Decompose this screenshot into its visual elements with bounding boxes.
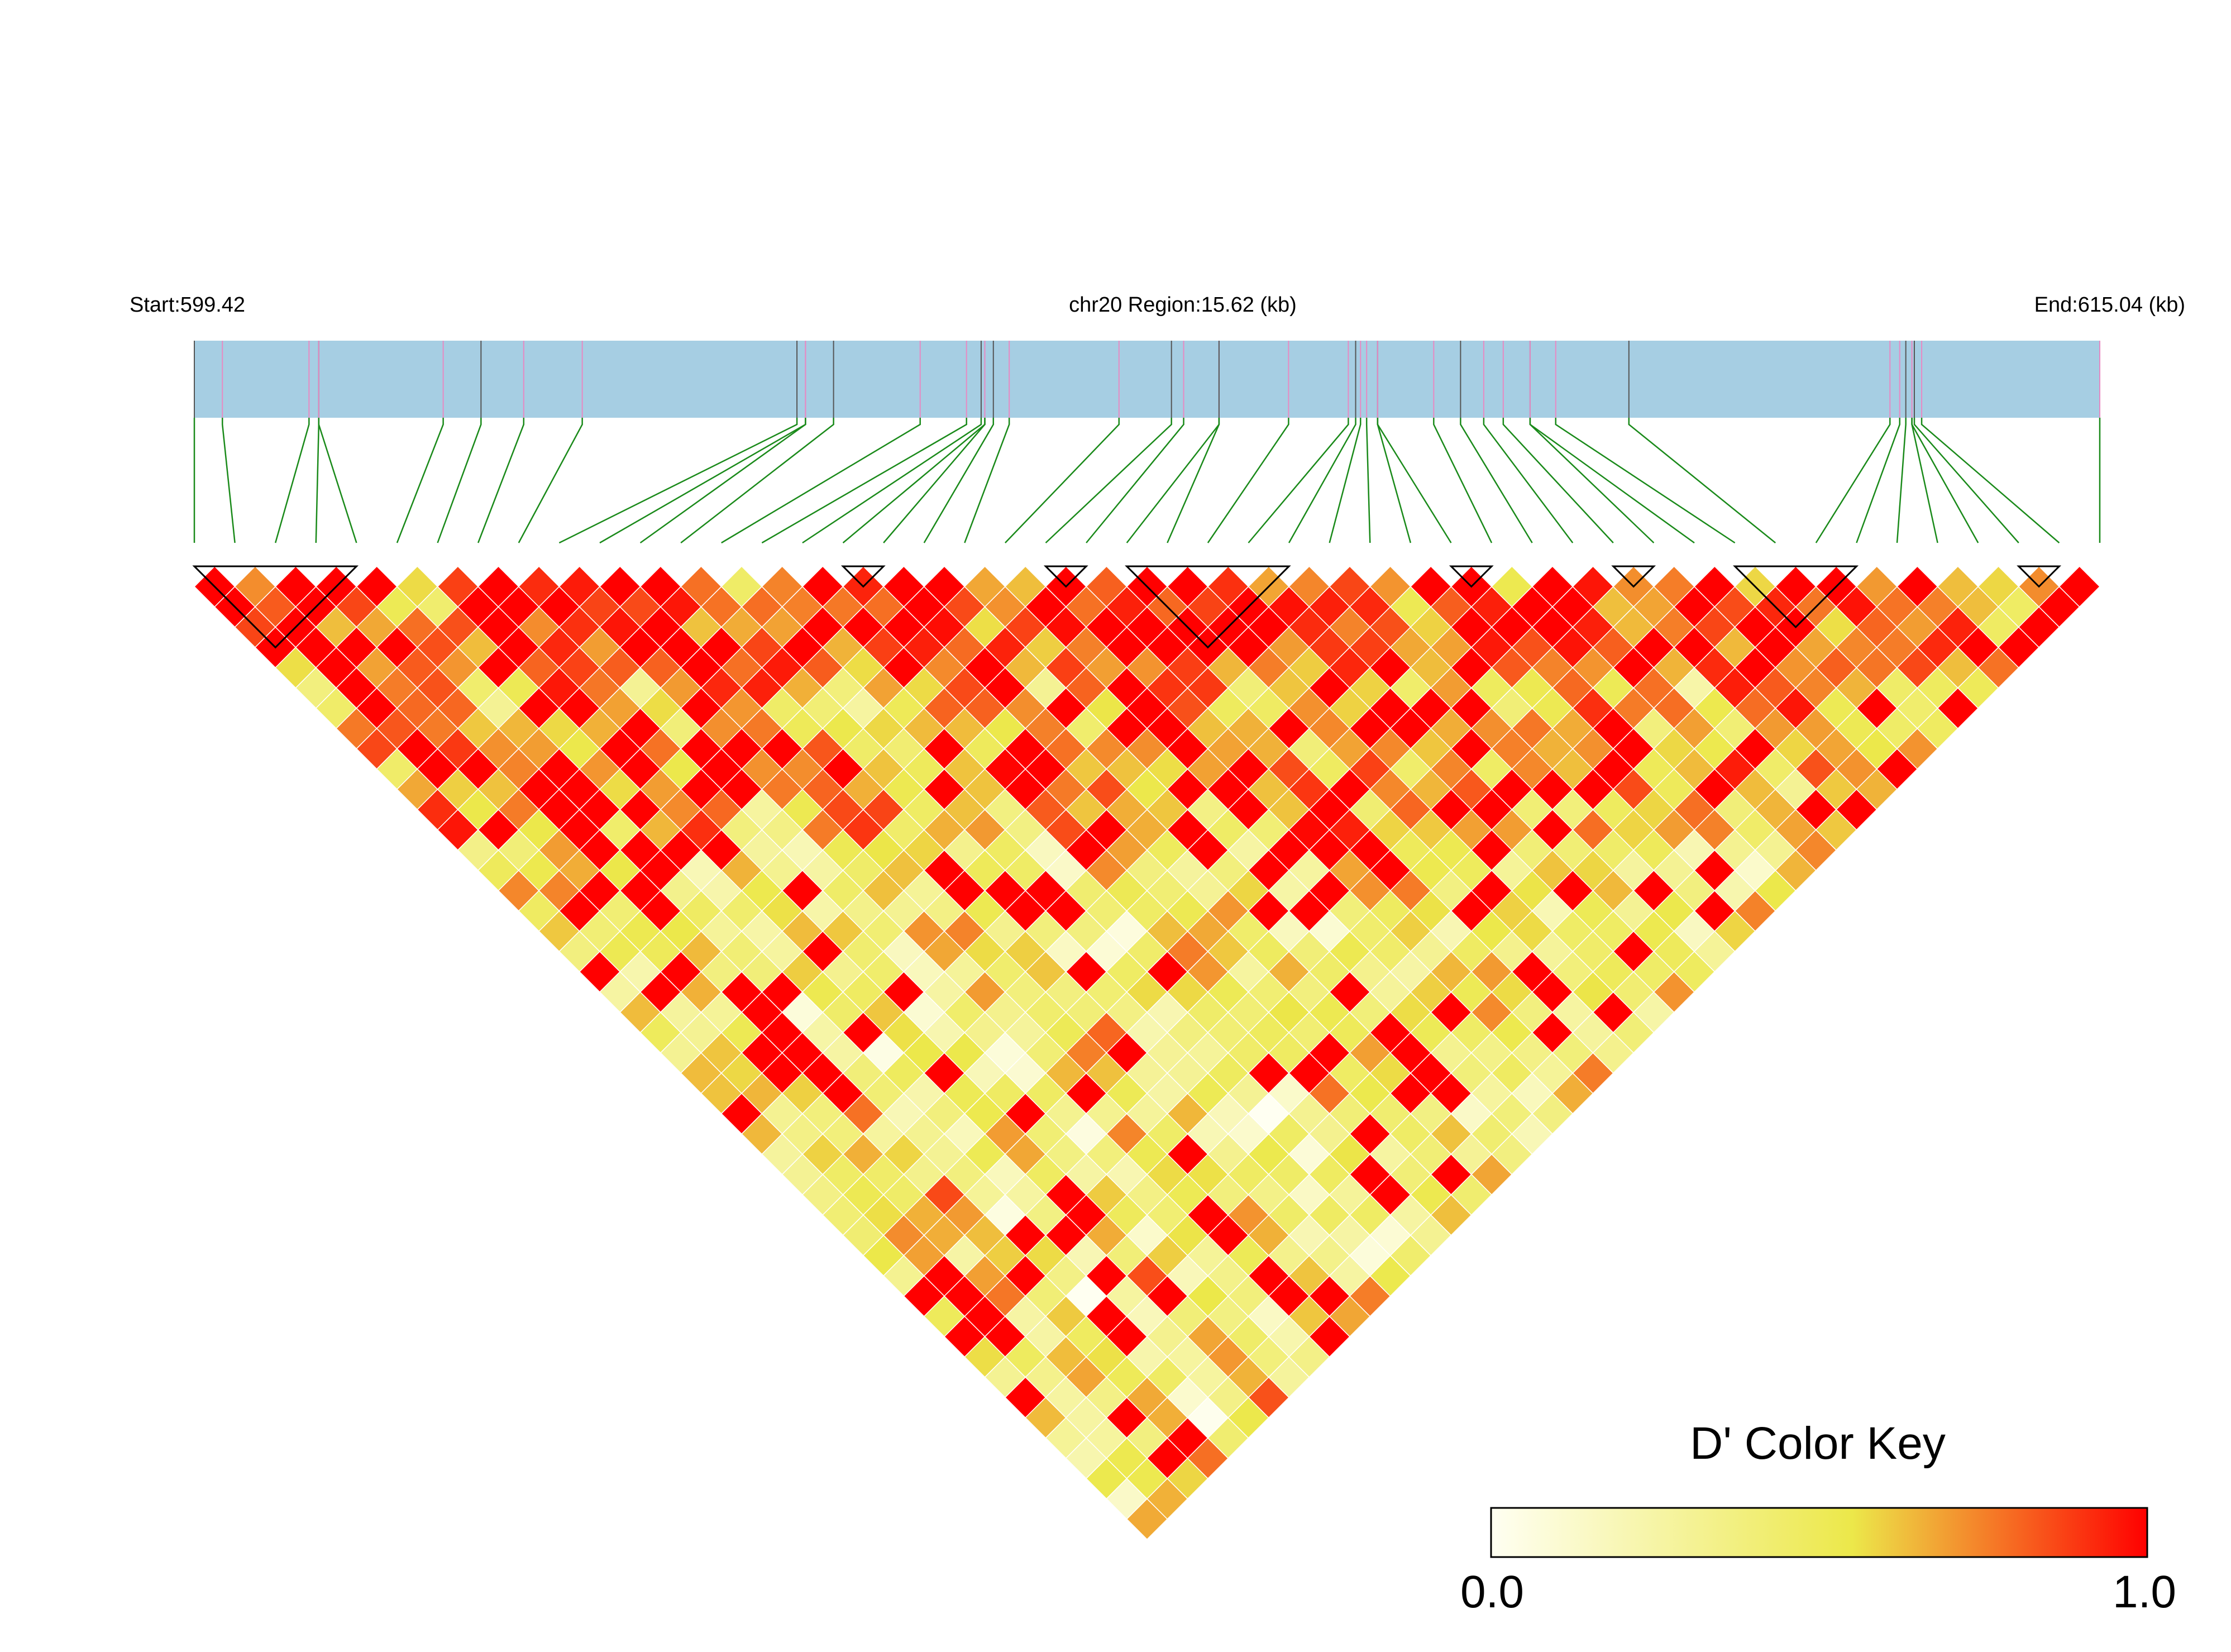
snp-connector-line (437, 418, 482, 543)
snp-connector-line (1896, 418, 1907, 543)
snp-connector-line (1005, 418, 1120, 543)
snp-connector-line (1086, 418, 1184, 543)
snp-connector-line (1377, 418, 1412, 543)
snp-connector-line (274, 418, 310, 543)
snp-connector-line (558, 418, 798, 544)
snp-connector-line (1815, 418, 1891, 543)
ld-block-outline (1449, 565, 1494, 588)
snp-connector-line (1529, 418, 1655, 543)
snp-connector-line (1921, 418, 2060, 543)
color-key-title: D' Color Key (1690, 1418, 1946, 1469)
snp-connector-line (1207, 418, 1289, 543)
snp-connector-line (1045, 418, 1172, 543)
snp-connector-line (802, 418, 982, 544)
ld-block-outline (1733, 565, 1859, 629)
ld-block-outline (1043, 565, 1088, 588)
ld-block-outlines (192, 565, 2062, 649)
snp-connector-line (1365, 418, 1371, 543)
snp-connector-line (1911, 418, 1979, 543)
snp-connector-line (1377, 418, 1452, 543)
snp-connector-line (964, 418, 1010, 543)
snp-connector-line (1856, 418, 1901, 543)
color-key-min-label: 0.0 (1460, 1567, 1524, 1617)
snp-connector-line (1529, 418, 1695, 544)
snp-connector-line (1329, 418, 1361, 543)
snp-connector-line (680, 418, 834, 543)
snp-connector-line (1433, 418, 1493, 543)
snp-connector-line (761, 418, 967, 544)
snp-connector-line (599, 418, 806, 544)
snp-connector-line (639, 418, 806, 544)
ld-cell (2058, 565, 2101, 608)
snp-connector-line (1628, 418, 1776, 543)
snp-connector-line (1502, 418, 1614, 543)
color-key-max-label: 1.0 (2113, 1567, 2176, 1617)
genomic-region-track (194, 341, 2100, 418)
region-title-label: chr20 Region:15.62 (kb) (1069, 293, 1297, 317)
snp-connector-line (396, 418, 444, 543)
snp-position-ticks (194, 341, 2100, 418)
region-start-label: Start:599.42 (130, 293, 245, 317)
snp-connector-line (318, 418, 357, 543)
snp-connector-line (1248, 418, 1349, 543)
ld-block-outline (192, 565, 359, 649)
color-key-gradient-bar (1490, 1507, 2148, 1558)
ld-block-outline (1125, 565, 1291, 649)
snp-connector-line (1288, 418, 1356, 543)
snp-connector-line (221, 418, 236, 543)
snp-connector-line (1913, 418, 2019, 543)
ld-block-outline (840, 565, 886, 588)
ld-block-outline (2017, 565, 2062, 588)
snp-connector-line (315, 418, 320, 543)
snp-connector-line (1555, 418, 1736, 544)
snp-connector-line (721, 418, 921, 544)
snp-connector-line (1483, 418, 1574, 543)
snp-connector-line (477, 418, 525, 543)
snp-connector-line (1460, 418, 1533, 543)
snp-connector-line (1167, 418, 1220, 543)
region-end-label: End:615.04 (kb) (2034, 293, 2185, 317)
snp-connector-lines (193, 418, 2101, 544)
snp-connector-line (518, 418, 583, 543)
ld-block-outline (1611, 565, 1656, 588)
ld-cells (193, 565, 2101, 1540)
snp-connector-line (883, 418, 986, 543)
snp-connector-line (923, 418, 995, 543)
